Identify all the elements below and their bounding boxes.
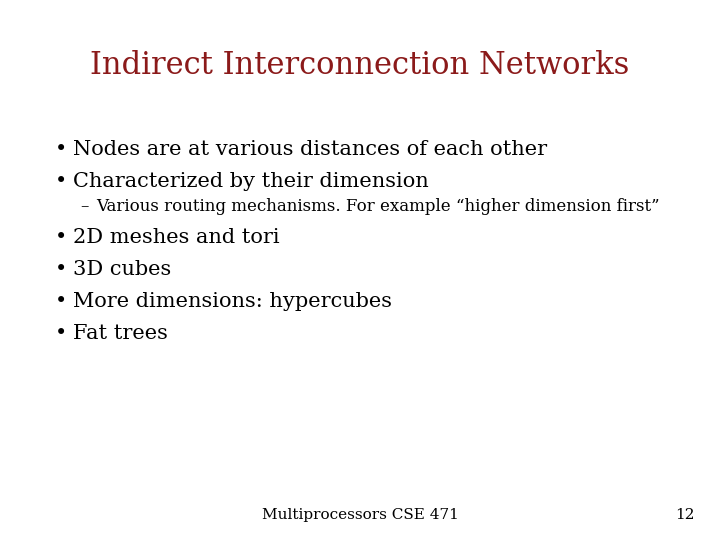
Text: •: • xyxy=(55,324,67,343)
Text: •: • xyxy=(55,140,67,159)
Text: •: • xyxy=(55,228,67,247)
Text: 3D cubes: 3D cubes xyxy=(73,260,171,279)
Text: 2D meshes and tori: 2D meshes and tori xyxy=(73,228,279,247)
Text: –: – xyxy=(80,198,89,215)
Text: Various routing mechanisms. For example “higher dimension first”: Various routing mechanisms. For example … xyxy=(96,198,660,215)
Text: •: • xyxy=(55,172,67,191)
Text: 12: 12 xyxy=(675,508,695,522)
Text: •: • xyxy=(55,260,67,279)
Text: Nodes are at various distances of each other: Nodes are at various distances of each o… xyxy=(73,140,547,159)
Text: •: • xyxy=(55,292,67,311)
Text: Indirect Interconnection Networks: Indirect Interconnection Networks xyxy=(90,50,630,81)
Text: Fat trees: Fat trees xyxy=(73,324,168,343)
Text: Characterized by their dimension: Characterized by their dimension xyxy=(73,172,428,191)
Text: Multiprocessors CSE 471: Multiprocessors CSE 471 xyxy=(261,508,459,522)
Text: More dimensions: hypercubes: More dimensions: hypercubes xyxy=(73,292,392,311)
